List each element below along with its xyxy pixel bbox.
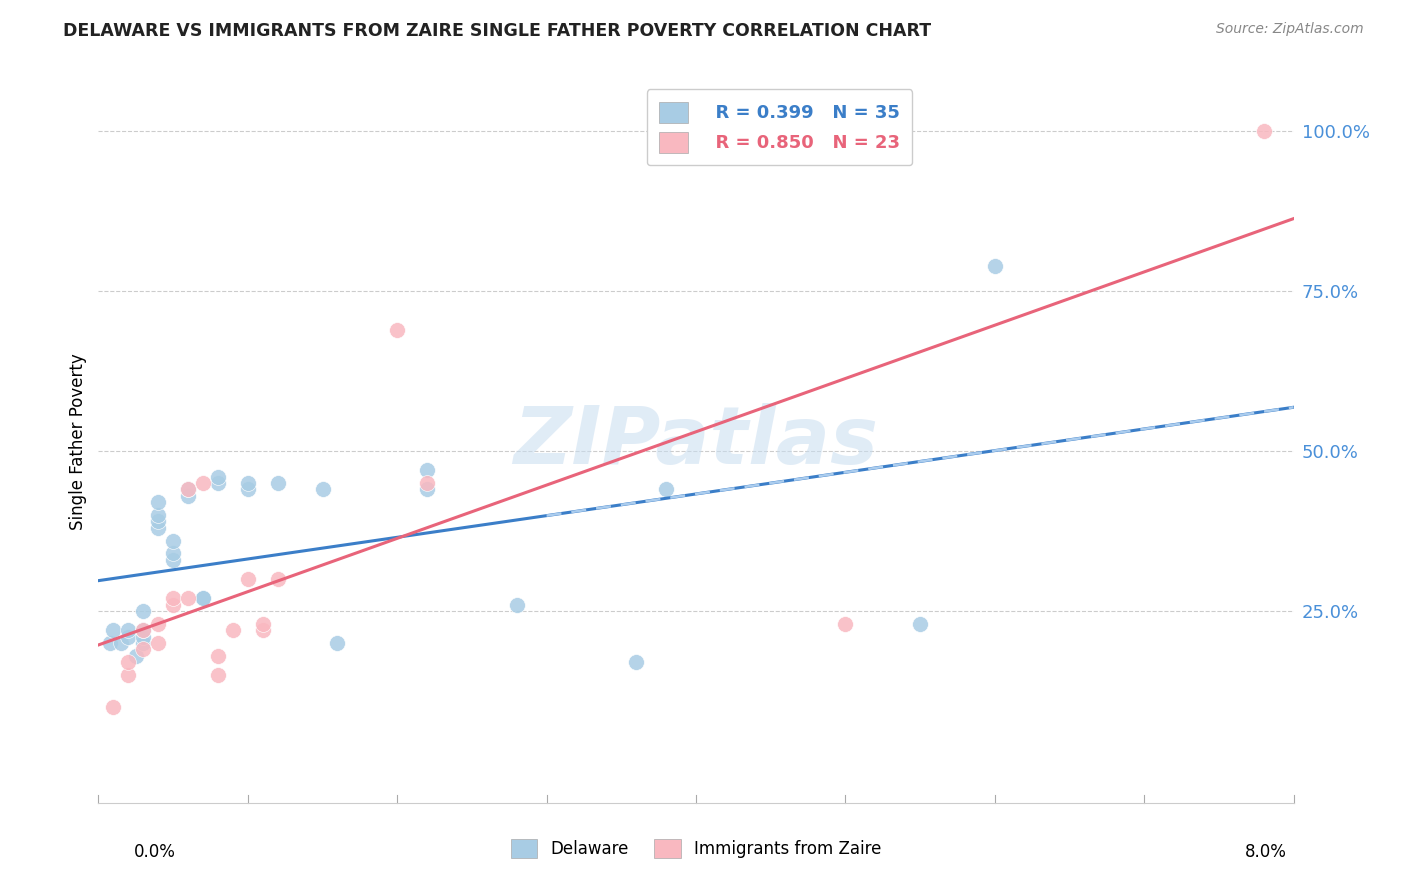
Point xyxy=(311,483,333,497)
Point xyxy=(117,630,139,644)
Point xyxy=(177,591,200,606)
Point xyxy=(222,623,245,637)
Point xyxy=(326,636,349,650)
Point xyxy=(191,476,214,491)
Point xyxy=(267,476,290,491)
Point xyxy=(252,616,274,631)
Point xyxy=(908,616,931,631)
Point xyxy=(191,591,214,606)
Point xyxy=(132,623,155,637)
Text: 8.0%: 8.0% xyxy=(1244,843,1286,861)
Point xyxy=(148,521,170,535)
Point xyxy=(207,668,229,682)
Point xyxy=(132,604,155,618)
Point xyxy=(110,636,132,650)
Text: ZIPatlas: ZIPatlas xyxy=(513,402,879,481)
Point xyxy=(252,623,274,637)
Point xyxy=(148,495,170,509)
Point xyxy=(132,630,155,644)
Point xyxy=(655,483,678,497)
Point xyxy=(103,623,125,637)
Legend: Delaware, Immigrants from Zaire: Delaware, Immigrants from Zaire xyxy=(502,830,890,867)
Point xyxy=(132,642,155,657)
Point xyxy=(236,476,259,491)
Point xyxy=(207,469,229,483)
Point xyxy=(177,483,200,497)
Point xyxy=(162,546,184,560)
Point xyxy=(177,483,200,497)
Point xyxy=(117,668,139,682)
Point xyxy=(117,623,139,637)
Point xyxy=(132,636,155,650)
Point xyxy=(267,572,290,586)
Y-axis label: Single Father Poverty: Single Father Poverty xyxy=(69,353,87,530)
Point xyxy=(191,591,214,606)
Point xyxy=(1253,124,1275,138)
Point xyxy=(148,636,170,650)
Point xyxy=(236,483,259,497)
Point xyxy=(416,463,439,477)
Point xyxy=(148,515,170,529)
Point xyxy=(416,483,439,497)
Point xyxy=(385,323,409,337)
Text: Source: ZipAtlas.com: Source: ZipAtlas.com xyxy=(1216,22,1364,37)
Point xyxy=(626,655,648,669)
Point xyxy=(162,591,184,606)
Point xyxy=(416,476,439,491)
Point xyxy=(148,508,170,522)
Text: DELAWARE VS IMMIGRANTS FROM ZAIRE SINGLE FATHER POVERTY CORRELATION CHART: DELAWARE VS IMMIGRANTS FROM ZAIRE SINGLE… xyxy=(63,22,931,40)
Point xyxy=(162,598,184,612)
Point xyxy=(125,648,148,663)
Point xyxy=(207,476,229,491)
Point xyxy=(162,533,184,548)
Point xyxy=(177,489,200,503)
Point xyxy=(506,598,529,612)
Point xyxy=(117,655,139,669)
Point xyxy=(207,648,229,663)
Point xyxy=(834,616,856,631)
Point xyxy=(162,553,184,567)
Point xyxy=(132,623,155,637)
Text: 0.0%: 0.0% xyxy=(134,843,176,861)
Point xyxy=(148,616,170,631)
Point xyxy=(236,572,259,586)
Point xyxy=(103,699,125,714)
Point xyxy=(98,636,122,650)
Point xyxy=(984,259,1007,273)
